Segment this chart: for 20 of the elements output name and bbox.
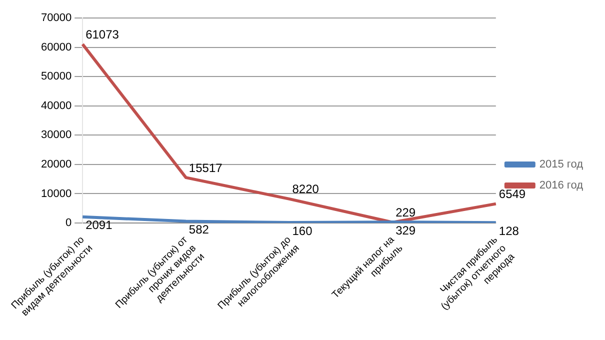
- legend-label: 2015 год: [539, 158, 584, 171]
- y-tick-label: 20000: [40, 158, 72, 170]
- legend-label: 2016 год: [539, 180, 584, 192]
- y-tick-label: 50000: [40, 70, 72, 83]
- y-tick-label: 10000: [40, 188, 72, 200]
- data-label: 15517: [188, 160, 223, 175]
- data-label: 229: [396, 206, 416, 220]
- y-tick-label: 70000: [40, 12, 72, 24]
- data-label: 128: [498, 224, 520, 238]
- y-tick-label: 60000: [40, 41, 72, 54]
- data-label: 329: [396, 223, 416, 238]
- y-tick-label: 40000: [40, 100, 72, 112]
- data-label: 8220: [292, 182, 320, 196]
- data-label: 2091: [86, 218, 113, 232]
- y-tick-label: 0: [65, 217, 72, 230]
- data-label: 6549: [498, 187, 526, 202]
- data-label: 582: [188, 222, 210, 237]
- data-label: 61073: [86, 27, 120, 42]
- data-label: 160: [292, 224, 313, 238]
- y-tick-label: 30000: [40, 129, 72, 142]
